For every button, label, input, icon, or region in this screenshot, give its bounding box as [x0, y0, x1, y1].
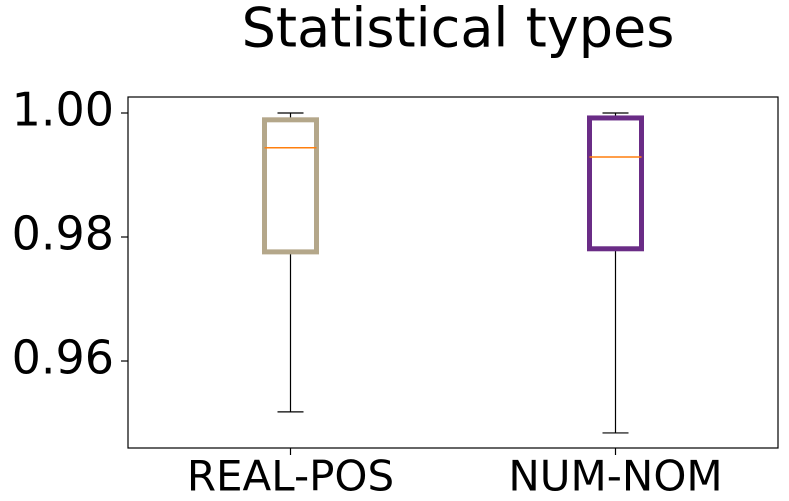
y-tick-label: 1.00 [12, 82, 114, 136]
y-tick-label: 0.98 [12, 207, 114, 261]
x-tick-label: REAL-POS [187, 452, 394, 501]
box [587, 115, 644, 252]
y-tick-label: 0.96 [12, 331, 114, 385]
box [262, 117, 319, 255]
chart-title: Statistical types [242, 0, 675, 60]
x-tick-label: NUM-NOM [508, 452, 722, 501]
plot-frame [127, 96, 779, 449]
